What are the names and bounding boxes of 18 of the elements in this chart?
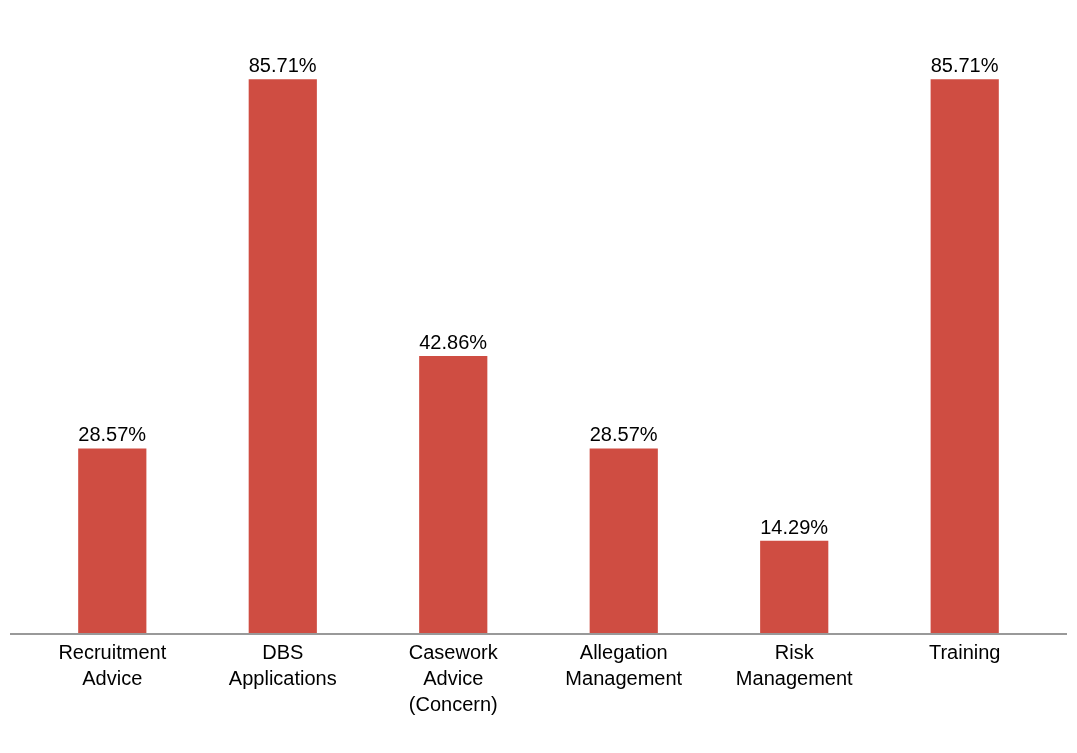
data-label: 85.71% <box>930 54 999 77</box>
data-label: 85.71% <box>248 54 317 77</box>
bar <box>419 356 488 633</box>
data-label: 42.86% <box>419 331 488 354</box>
x-tick-label: Training <box>928 641 1001 663</box>
bar <box>589 448 658 633</box>
data-label: 28.57% <box>78 423 147 446</box>
data-label: 14.29% <box>760 515 829 538</box>
x-tick-label: Risk Management <box>735 641 854 689</box>
bar <box>78 448 147 633</box>
bar <box>760 540 829 633</box>
x-tick-label: Casework Advice (Concern) <box>408 641 499 715</box>
x-tick-label: Recruitment Advice <box>58 641 167 689</box>
bar <box>248 79 317 633</box>
x-tick-label: Allegation Management <box>565 641 683 689</box>
data-label: 28.57% <box>589 423 658 446</box>
x-tick-label: DBS Applications <box>228 641 337 689</box>
bar <box>930 79 999 633</box>
